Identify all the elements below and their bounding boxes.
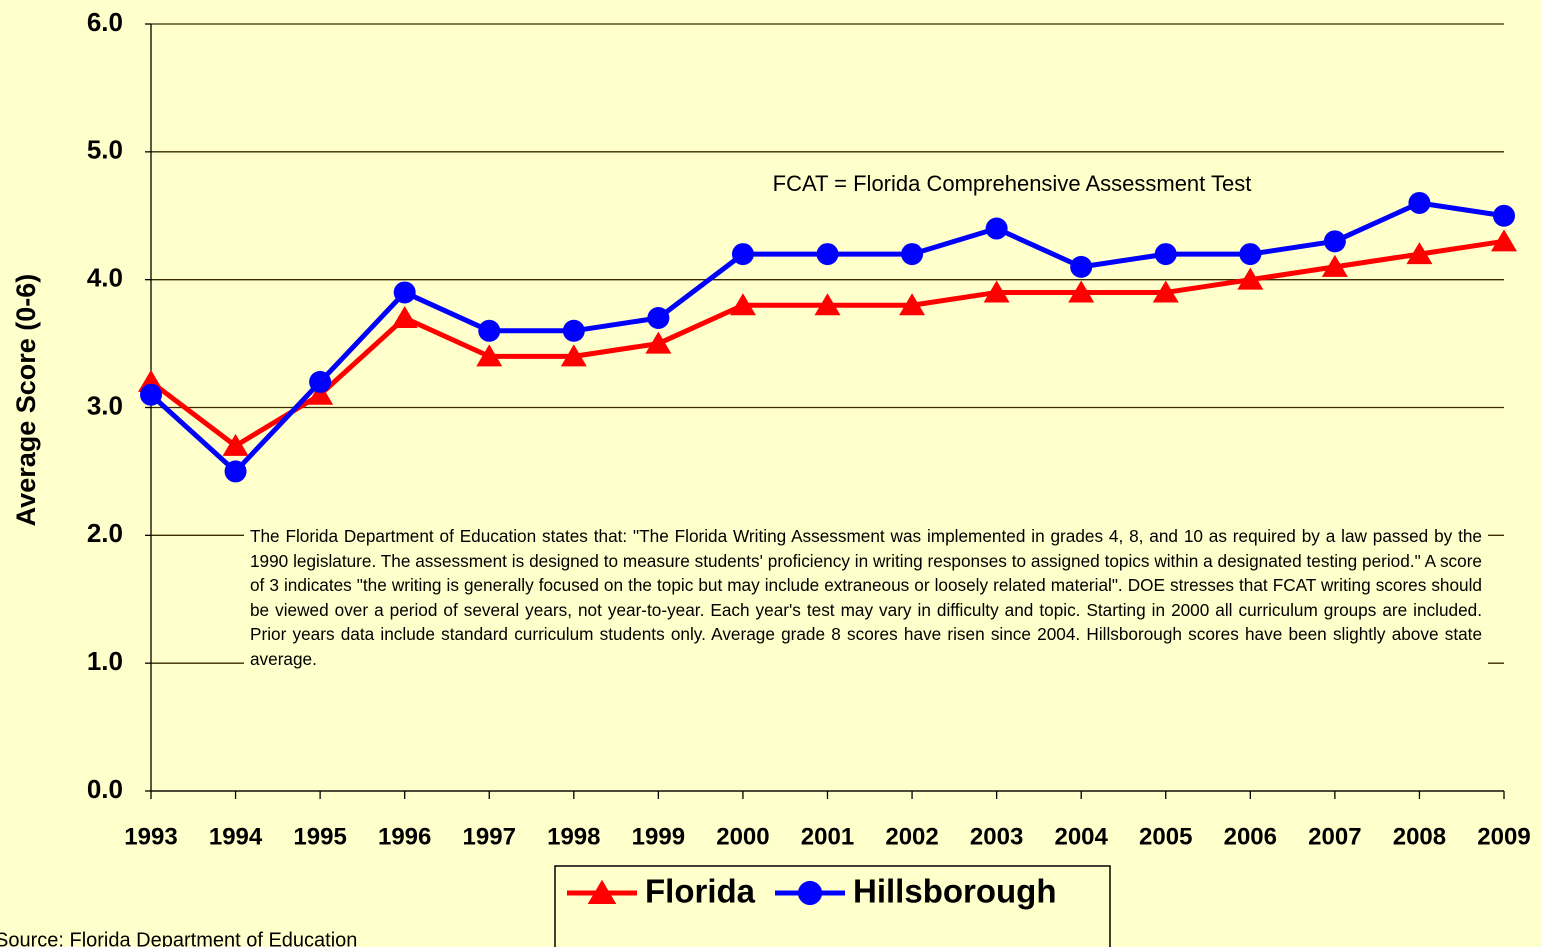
y-tick-label: 5.0 <box>87 135 123 165</box>
marker <box>307 382 334 405</box>
y-tick-label: 6.0 <box>87 7 123 37</box>
marker <box>729 293 756 316</box>
y-axis-label: Average Score (0-6) <box>11 274 41 527</box>
marker <box>562 319 585 342</box>
x-tick-label: 2008 <box>1393 823 1446 850</box>
y-tick-label: 4.0 <box>87 263 123 293</box>
marker <box>1406 242 1433 265</box>
marker <box>983 280 1010 303</box>
x-tick-label: 2000 <box>716 823 769 850</box>
x-tick-label: 1998 <box>547 823 600 850</box>
marker <box>647 307 670 330</box>
marker <box>816 243 839 266</box>
y-tick-label: 1.0 <box>87 646 123 676</box>
x-tick-label: 2001 <box>801 823 854 850</box>
x-tick-label: 2009 <box>1477 823 1530 850</box>
marker <box>901 243 924 266</box>
marker <box>560 344 587 367</box>
marker <box>478 319 501 342</box>
marker <box>222 433 249 456</box>
marker <box>1070 255 1093 278</box>
marker <box>224 460 247 483</box>
marker <box>393 281 416 304</box>
legend-label: Hillsborough <box>853 873 1056 910</box>
marker <box>140 383 162 406</box>
marker <box>1237 267 1264 290</box>
y-tick-label: 3.0 <box>87 390 123 420</box>
marker <box>587 879 617 904</box>
marker <box>985 217 1008 240</box>
note: The Florida Department of Education stat… <box>244 522 1488 674</box>
x-tick-label: 2004 <box>1054 823 1108 850</box>
x-tick-label: 1996 <box>378 823 431 850</box>
marker <box>645 331 672 354</box>
source: Source: Florida Department of Education <box>0 929 357 947</box>
x-tick-label: 2005 <box>1139 823 1192 850</box>
marker <box>899 293 926 316</box>
x-tick-label: 1995 <box>293 823 346 850</box>
marker <box>1493 204 1515 227</box>
y-tick-label: 0.0 <box>87 774 123 804</box>
marker <box>476 344 503 367</box>
y-tick-label: 2.0 <box>87 518 123 548</box>
marker <box>1491 229 1517 252</box>
marker <box>731 243 754 266</box>
x-tick-label: 1994 <box>209 823 263 850</box>
x-tick-label: 2007 <box>1308 823 1361 850</box>
marker <box>309 370 332 393</box>
marker <box>797 880 823 906</box>
marker <box>1239 243 1262 266</box>
marker <box>1068 280 1095 303</box>
x-tick-label: 1993 <box>124 823 177 850</box>
marker <box>1154 243 1177 266</box>
legend-box <box>554 865 1111 947</box>
marker <box>1321 254 1348 277</box>
x-tick-label: 2002 <box>885 823 938 850</box>
legend-label: Florida <box>645 873 756 910</box>
marker <box>1323 230 1346 253</box>
marker <box>1408 191 1431 214</box>
annotation: FCAT = Florida Comprehensive Assessment … <box>773 171 1252 196</box>
x-tick-label: 1999 <box>632 823 685 850</box>
marker <box>1152 280 1179 303</box>
x-tick-label: 2006 <box>1224 823 1277 850</box>
marker <box>391 306 418 329</box>
marker <box>814 293 841 316</box>
x-tick-label: 1997 <box>463 823 516 850</box>
x-tick-label: 2003 <box>970 823 1023 850</box>
